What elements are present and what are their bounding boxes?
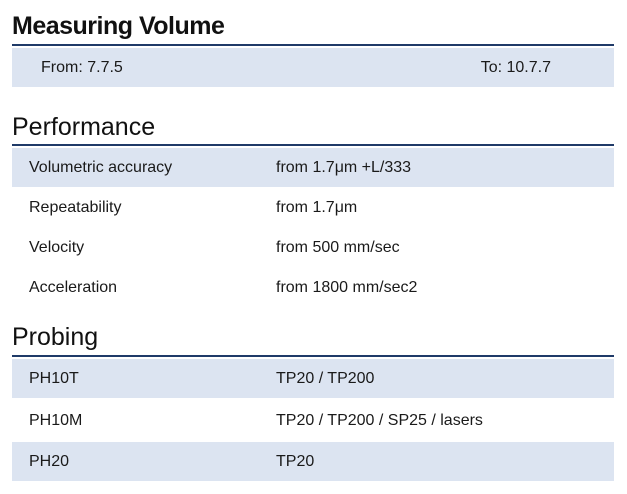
probing-rule <box>12 355 614 357</box>
probing-row: PH10T TP20 / TP200 <box>12 359 614 398</box>
performance-value: from 500 mm/sec <box>276 239 400 256</box>
performance-heading: Performance <box>12 113 156 141</box>
measuring-volume-from: From: 7.7.5 <box>41 59 123 76</box>
performance-row: Volumetric accuracy from 1.7μm +L/333 <box>12 148 614 187</box>
performance-value: from 1800 mm/sec2 <box>276 279 418 296</box>
probing-row: PH20 TP20 <box>12 442 614 481</box>
measuring-volume-row: From: 7.7.5 To: 10.7.7 <box>12 48 614 87</box>
probing-value: TP20 <box>276 453 315 470</box>
probing-heading: Probing <box>12 323 99 351</box>
probing-label: PH20 <box>29 453 70 470</box>
performance-label: Acceleration <box>29 279 118 296</box>
probing-row: PH10M TP20 / TP200 / SP25 / lasers <box>12 401 614 440</box>
performance-row: Repeatability from 1.7μm <box>12 188 614 227</box>
performance-value: from 1.7μm <box>276 199 358 216</box>
performance-value: from 1.7μm +L/333 <box>276 159 412 176</box>
measuring-volume-to: To: 10.7.7 <box>480 59 551 76</box>
probing-label: PH10M <box>29 412 83 429</box>
measuring-volume-heading: Measuring Volume <box>12 12 225 40</box>
performance-rule <box>12 144 614 146</box>
performance-label: Repeatability <box>29 199 122 216</box>
performance-row: Velocity from 500 mm/sec <box>12 228 614 267</box>
performance-label: Velocity <box>29 239 85 256</box>
probing-value: TP20 / TP200 <box>276 370 375 387</box>
performance-row: Acceleration from 1800 mm/sec2 <box>12 268 614 307</box>
performance-label: Volumetric accuracy <box>29 159 173 176</box>
probing-value: TP20 / TP200 / SP25 / lasers <box>276 412 483 429</box>
probing-label: PH10T <box>29 370 79 387</box>
measuring-volume-rule <box>12 44 614 46</box>
